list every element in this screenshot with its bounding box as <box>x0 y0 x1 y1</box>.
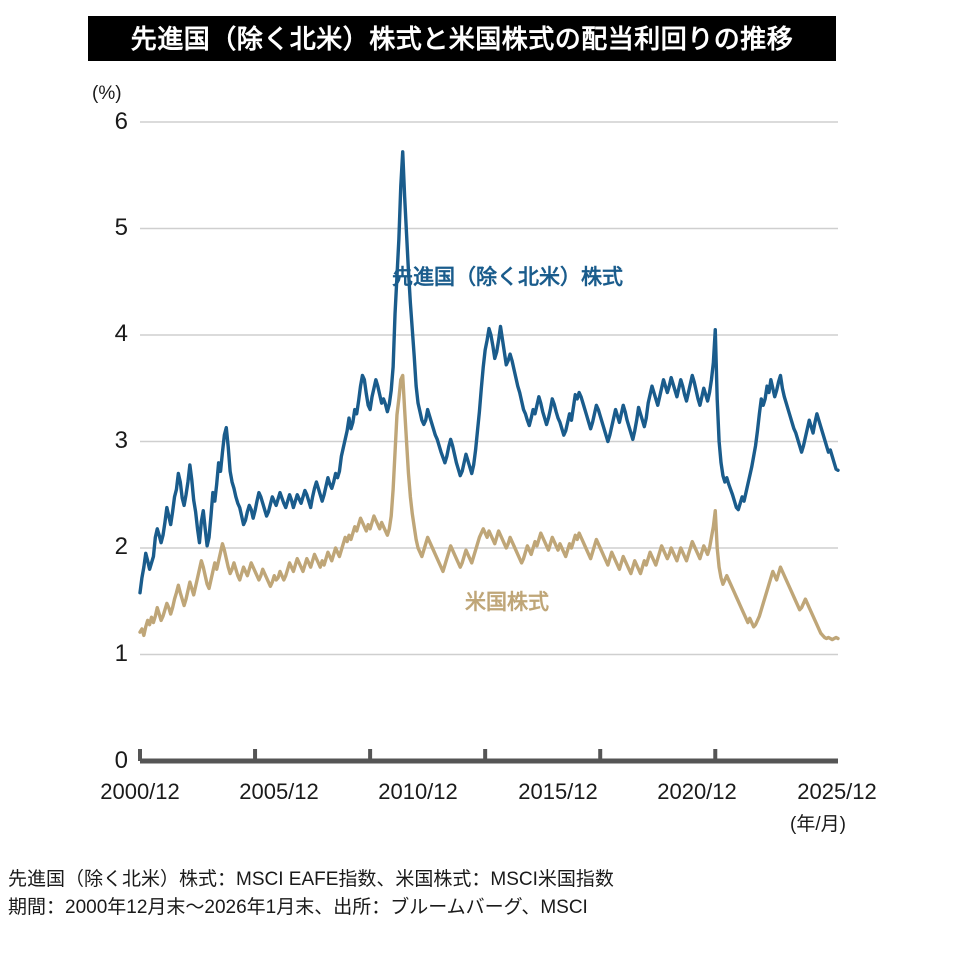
x-tick-2005-12: 2005/12 <box>239 779 319 804</box>
gridlines <box>140 121 838 656</box>
y-tick-4: 4 <box>114 320 128 347</box>
footnotes: 先進国（除く北米）株式：MSCI EAFE指数、米国株式：MSCI米国指数 期間… <box>8 866 614 921</box>
y-tick-1: 1 <box>114 640 128 667</box>
x-axis-unit-label: (年/月) <box>790 814 846 835</box>
series-label-intl: 先進国（除く北米）株式 <box>392 266 623 289</box>
y-tick-5: 5 <box>114 214 128 241</box>
y-tick-3: 3 <box>114 427 128 454</box>
page-title: 先進国（除く北米）株式と米国株式の配当利回りの推移 <box>130 23 794 54</box>
x-tick-2020-12: 2020/12 <box>657 779 737 804</box>
series-line <box>138 373 840 642</box>
series-lines <box>138 150 840 642</box>
series-label-us: 米国株式 <box>465 591 549 614</box>
footnote-line-1: 先進国（除く北米）株式：MSCI EAFE指数、米国株式：MSCI米国指数 <box>8 869 614 890</box>
y-tick-2: 2 <box>114 533 128 560</box>
y-tick-0: 0 <box>114 747 128 774</box>
y-axis-unit-label: (%) <box>92 83 122 104</box>
footnote-line-2: 期間：2000年12月末〜2026年1月末、出所：ブルームバーグ、MSCI <box>8 896 588 918</box>
chart-title-bar: 先進国（除く北米）株式と米国株式の配当利回りの推移 <box>88 16 836 61</box>
x-tick-2015-12: 2015/12 <box>518 779 598 804</box>
y-tick-6: 6 <box>114 108 128 135</box>
x-tick-2010-12: 2010/12 <box>378 779 458 804</box>
x-tick-2025-12: 2025/12 <box>797 779 877 804</box>
series-line <box>138 150 840 595</box>
x-tick-2000-12: 2000/12 <box>100 779 180 804</box>
